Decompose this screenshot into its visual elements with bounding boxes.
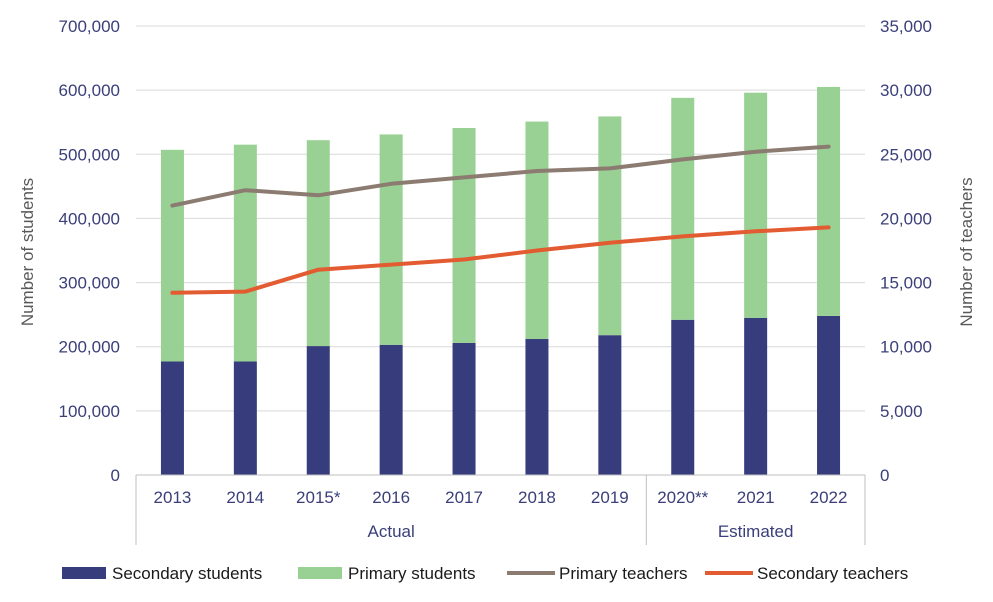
y-axis-left-title: Number of students [18,178,37,326]
legend-swatch [62,567,106,579]
y-tick-label-left: 200,000 [59,338,120,357]
x-axis-categories: 2013 2014 2015* 2016 2017 2018 2019 2020** 2021 2… [154,488,848,507]
y-tick-label-right: 15,000 [880,274,932,293]
legend: Secondary students Primary students Primar… [62,564,908,583]
bar-secondary-students [379,344,403,475]
bar-secondary-students [598,335,622,475]
bars [160,86,841,475]
bar-secondary-students [452,342,476,475]
bar-secondary-students [233,361,257,475]
x-group-label: Estimated [718,522,794,541]
y-tick-label-left: 0 [111,466,120,485]
x-category-label: 2019 [591,488,629,507]
bar-primary-students [160,149,184,362]
x-axis-groups: Actual Estimated [368,522,794,541]
bar-primary-students [379,134,403,345]
bar-primary-students [525,121,549,340]
y-tick-label-right: 35,000 [880,17,932,36]
bar-primary-students [671,97,695,320]
legend-label: Secondary students [112,564,262,583]
legend-label: Primary teachers [559,564,687,583]
y-tick-label-right: 5,000 [880,402,923,421]
y-tick-label-right: 30,000 [880,81,932,100]
x-category-label: 2017 [445,488,483,507]
gridlines [136,25,865,412]
legend-label: Primary students [348,564,476,583]
y-axis-right-title: Number of teachers [957,177,976,326]
x-category-label: 2021 [737,488,775,507]
y-axis-left-ticks: 0 100,000 200,000 300,000 400,000 500,000 600,… [59,17,120,485]
bar-primary-students [817,86,841,316]
axes [135,474,866,545]
legend-swatch [298,567,342,579]
bar-primary-students [598,116,622,336]
y-tick-label-left: 100,000 [59,402,120,421]
lines [170,144,831,295]
x-category-label: 2016 [372,488,410,507]
x-category-label: 2013 [154,488,192,507]
y-tick-label-left: 300,000 [59,274,120,293]
bar-primary-students [306,140,330,347]
y-tick-label-right: 0 [880,466,889,485]
bar-primary-students [744,92,768,318]
bar-secondary-students [671,319,695,475]
x-category-label: 2014 [226,488,264,507]
line-primary-teachers [170,144,831,208]
bar-primary-students [233,144,257,362]
x-category-label: 2020** [657,488,708,507]
bar-primary-students [452,127,476,343]
y-tick-label-left: 400,000 [59,209,120,228]
bar-secondary-students [744,317,768,475]
y-tick-label-left: 700,000 [59,17,120,36]
bar-secondary-students [817,315,841,475]
y-tick-label-right: 10,000 [880,338,932,357]
x-group-label: Actual [368,522,415,541]
x-category-label: 2015* [296,488,341,507]
bar-secondary-students [160,361,184,475]
y-tick-label-right: 20,000 [880,209,932,228]
bar-secondary-students [306,346,330,475]
y-tick-label-left: 600,000 [59,81,120,100]
y-axis-right-ticks: 0 5,000 10,000 15,000 20,000 25,000 30,000 35,0… [880,17,932,485]
y-tick-label-right: 25,000 [880,145,932,164]
x-category-label: 2018 [518,488,556,507]
line-secondary-teachers [170,225,831,295]
x-category-label: 2022 [810,488,848,507]
legend-label: Secondary teachers [757,564,908,583]
bar-secondary-students [525,339,549,475]
y-tick-label-left: 500,000 [59,145,120,164]
